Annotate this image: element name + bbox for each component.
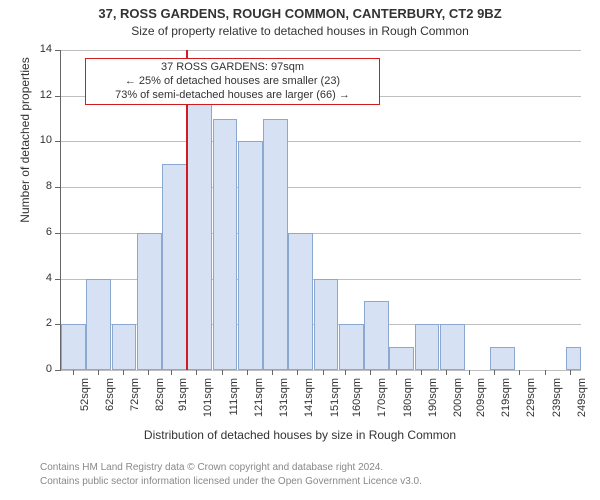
y-tick-label: 12 [28, 89, 52, 101]
histogram-bar [162, 164, 187, 370]
y-tick-mark [55, 141, 60, 142]
gridline [61, 141, 581, 142]
y-tick-mark [55, 279, 60, 280]
histogram-bar [137, 233, 162, 370]
x-tick-mark [297, 370, 298, 375]
y-tick-mark [55, 370, 60, 371]
histogram-bar [339, 324, 364, 370]
x-tick-mark [469, 370, 470, 375]
x-tick-label: 239sqm [551, 378, 563, 428]
x-tick-mark [148, 370, 149, 375]
x-tick-label: 160sqm [351, 378, 363, 428]
x-tick-mark [446, 370, 447, 375]
x-tick-mark [345, 370, 346, 375]
histogram-bar [415, 324, 440, 370]
histogram-bar [61, 324, 86, 370]
y-tick-mark [55, 50, 60, 51]
x-tick-label: 219sqm [500, 378, 512, 428]
y-tick-label: 2 [28, 317, 52, 329]
y-tick-label: 10 [28, 134, 52, 146]
histogram-bar [314, 279, 339, 370]
footer-line-1: Contains HM Land Registry data © Crown c… [40, 462, 383, 473]
x-tick-label: 180sqm [402, 378, 414, 428]
x-tick-mark [73, 370, 74, 375]
histogram-bar [288, 233, 313, 370]
y-tick-label: 6 [28, 226, 52, 238]
x-tick-label: 190sqm [427, 378, 439, 428]
x-tick-label: 200sqm [452, 378, 464, 428]
annotation-line-2: ← 25% of detached houses are smaller (23… [92, 75, 373, 89]
chart-container: 37, ROSS GARDENS, ROUGH COMMON, CANTERBU… [0, 0, 600, 500]
histogram-bar [238, 141, 263, 370]
x-tick-label: 72sqm [129, 378, 141, 428]
chart-subtitle: Size of property relative to detached ho… [0, 24, 600, 38]
x-tick-label: 170sqm [376, 378, 388, 428]
y-tick-mark [55, 187, 60, 188]
histogram-bar [440, 324, 465, 370]
x-tick-label: 229sqm [525, 378, 537, 428]
x-tick-label: 121sqm [253, 378, 265, 428]
x-tick-mark [421, 370, 422, 375]
x-tick-mark [196, 370, 197, 375]
y-tick-label: 4 [28, 272, 52, 284]
x-tick-label: 91sqm [177, 378, 189, 428]
y-tick-label: 8 [28, 180, 52, 192]
histogram-bar [389, 347, 414, 370]
x-tick-label: 52sqm [79, 378, 91, 428]
histogram-bar [263, 119, 288, 370]
x-tick-label: 249sqm [576, 378, 588, 428]
x-tick-mark [171, 370, 172, 375]
x-tick-label: 141sqm [303, 378, 315, 428]
x-tick-mark [98, 370, 99, 375]
y-tick-label: 14 [28, 43, 52, 55]
histogram-bar [364, 301, 389, 370]
x-tick-mark [222, 370, 223, 375]
y-tick-mark [55, 96, 60, 97]
chart-title: 37, ROSS GARDENS, ROUGH COMMON, CANTERBU… [0, 6, 600, 21]
footer-line-2: Contains public sector information licen… [40, 476, 422, 487]
histogram-bar [490, 347, 515, 370]
x-tick-label: 82sqm [154, 378, 166, 428]
x-tick-mark [396, 370, 397, 375]
x-tick-mark [570, 370, 571, 375]
x-tick-mark [519, 370, 520, 375]
x-tick-mark [272, 370, 273, 375]
x-tick-mark [370, 370, 371, 375]
gridline [61, 187, 581, 188]
x-tick-mark [545, 370, 546, 375]
histogram-bar [187, 96, 212, 370]
x-tick-label: 62sqm [104, 378, 116, 428]
y-tick-mark [55, 233, 60, 234]
annotation-box: 37 ROSS GARDENS: 97sqm ← 25% of detached… [85, 58, 380, 105]
x-tick-mark [123, 370, 124, 375]
histogram-bar [86, 279, 111, 370]
x-axis-label: Distribution of detached houses by size … [0, 428, 600, 442]
gridline [61, 370, 581, 371]
x-tick-mark [494, 370, 495, 375]
histogram-bar [213, 119, 238, 370]
x-tick-label: 101sqm [202, 378, 214, 428]
x-tick-label: 209sqm [475, 378, 487, 428]
annotation-line-3: 73% of semi-detached houses are larger (… [92, 89, 373, 103]
x-tick-mark [247, 370, 248, 375]
histogram-bar [566, 347, 581, 370]
histogram-bar [112, 324, 137, 370]
gridline [61, 50, 581, 51]
x-tick-mark [323, 370, 324, 375]
y-tick-label: 0 [28, 363, 52, 375]
x-tick-label: 151sqm [329, 378, 341, 428]
y-tick-mark [55, 324, 60, 325]
annotation-line-1: 37 ROSS GARDENS: 97sqm [92, 61, 373, 75]
x-tick-label: 111sqm [228, 378, 240, 428]
x-tick-label: 131sqm [278, 378, 290, 428]
